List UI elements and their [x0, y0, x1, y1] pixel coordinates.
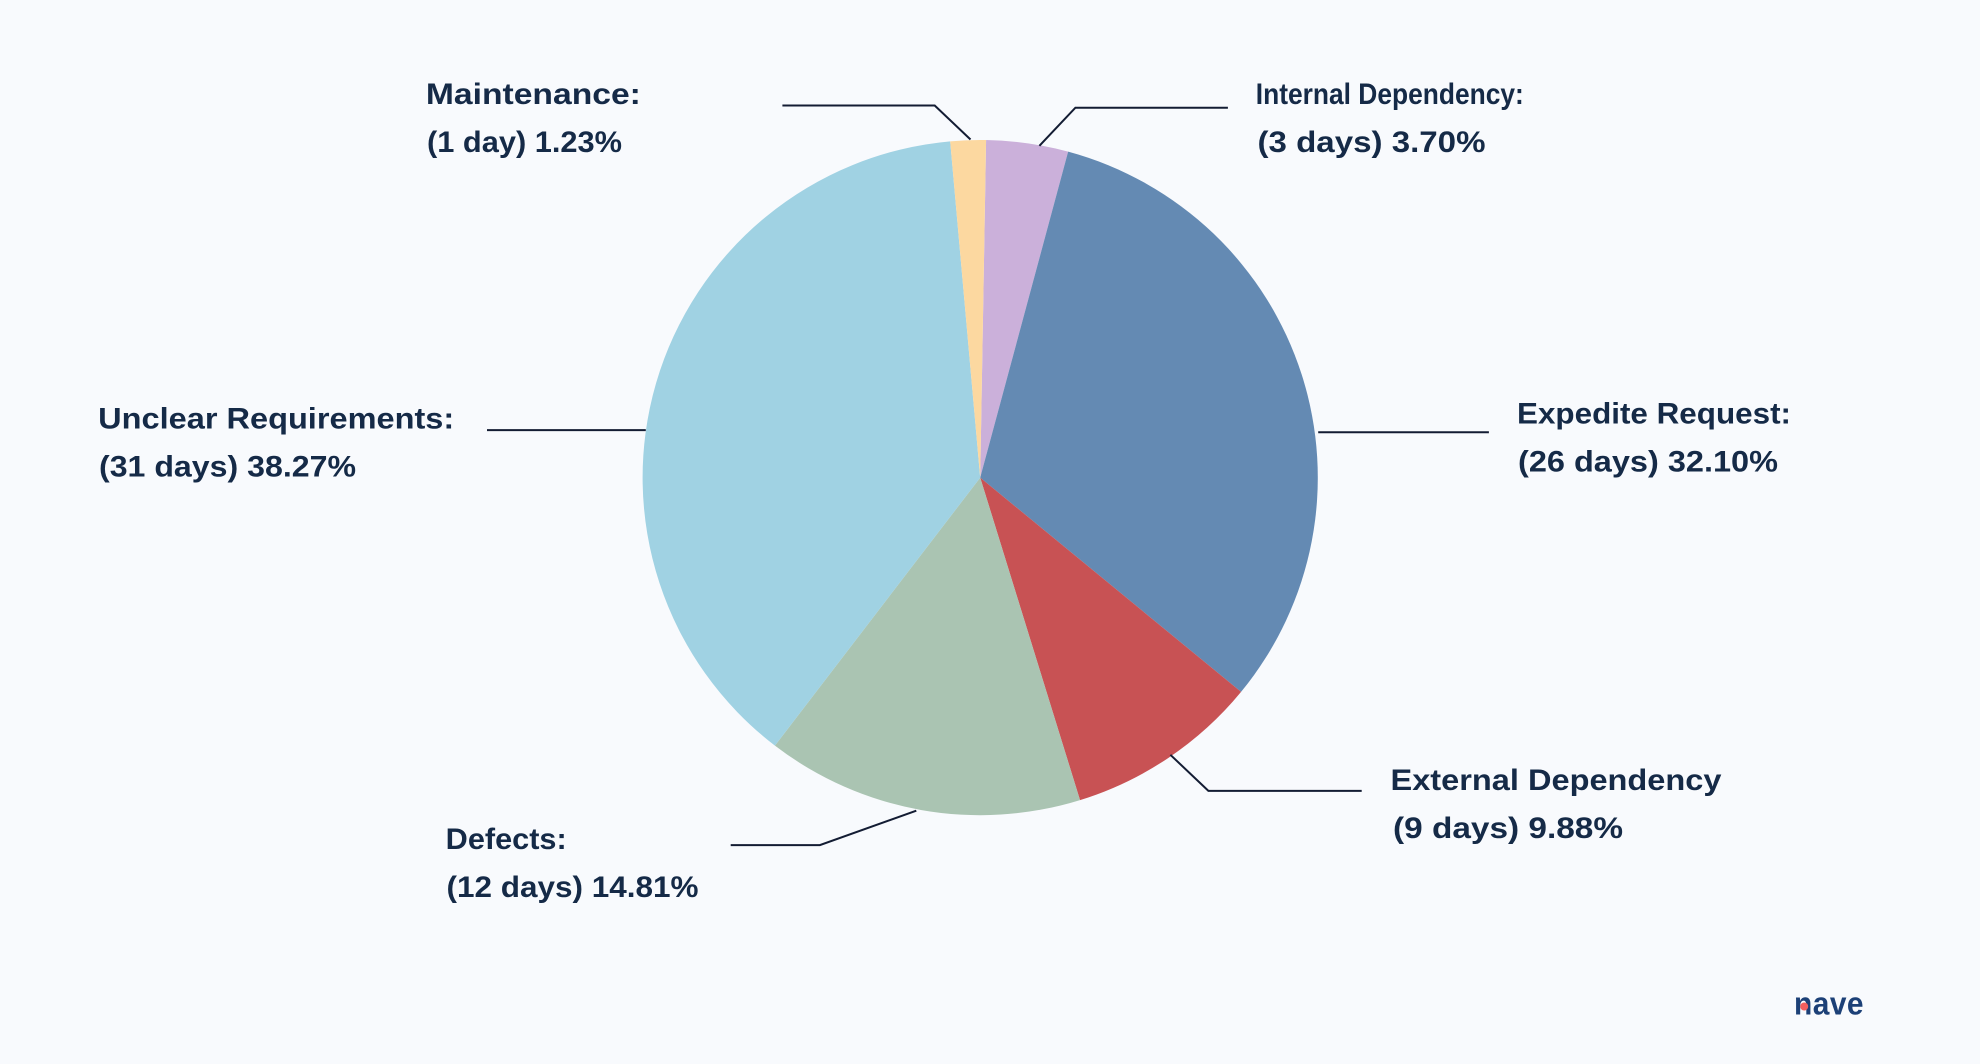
- svg-text:Maintenance:: Maintenance:: [426, 78, 641, 111]
- svg-text:Unclear Requirements:: Unclear Requirements:: [98, 402, 454, 435]
- svg-text:(31 days) 38.27%: (31 days) 38.27%: [99, 450, 356, 483]
- svg-text:(1 day) 1.23%: (1 day) 1.23%: [427, 126, 622, 159]
- svg-text:Internal Dependency:: Internal Dependency:: [1256, 78, 1524, 111]
- svg-text:External Dependency: External Dependency: [1391, 764, 1722, 797]
- svg-text:(9 days) 9.88%: (9 days) 9.88%: [1393, 812, 1623, 845]
- svg-text:(12 days) 14.81%: (12 days) 14.81%: [447, 871, 699, 904]
- svg-text:(3 days) 3.70%: (3 days) 3.70%: [1258, 126, 1486, 159]
- svg-text:(26 days) 32.10%: (26 days) 32.10%: [1518, 446, 1778, 479]
- svg-text:Expedite Request:: Expedite Request:: [1517, 398, 1791, 431]
- svg-text:Defects:: Defects:: [446, 823, 567, 856]
